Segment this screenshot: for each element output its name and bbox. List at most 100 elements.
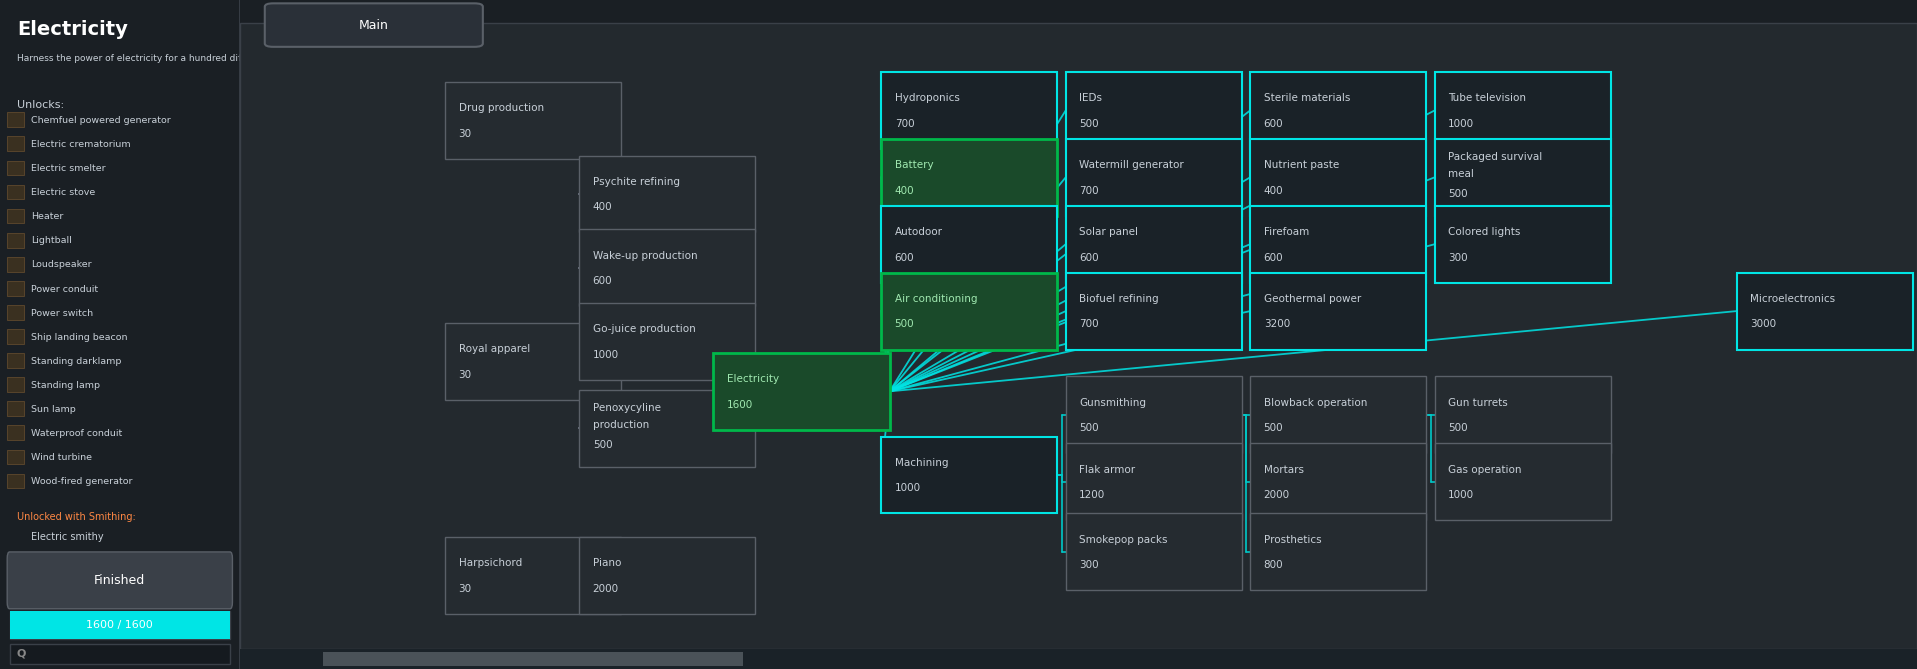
Text: Sun lamp: Sun lamp [31, 405, 77, 414]
FancyBboxPatch shape [1066, 72, 1242, 149]
Text: Unlocks:: Unlocks: [17, 100, 63, 110]
Text: Flak armor: Flak armor [1079, 465, 1135, 474]
Text: 3000: 3000 [1750, 320, 1777, 329]
Text: Wood-fired generator: Wood-fired generator [31, 477, 132, 486]
FancyBboxPatch shape [1250, 205, 1426, 282]
Text: Power switch: Power switch [31, 308, 94, 318]
Text: 500: 500 [1079, 423, 1098, 433]
FancyBboxPatch shape [8, 185, 25, 199]
FancyBboxPatch shape [240, 649, 1917, 669]
FancyBboxPatch shape [10, 611, 230, 639]
FancyBboxPatch shape [1066, 514, 1242, 590]
FancyBboxPatch shape [10, 611, 230, 639]
Text: Electric smithy: Electric smithy [31, 532, 104, 542]
Text: 2000: 2000 [1263, 490, 1290, 500]
Text: Penoxycyline: Penoxycyline [592, 403, 661, 413]
FancyBboxPatch shape [1434, 443, 1610, 520]
FancyBboxPatch shape [1066, 273, 1242, 349]
Text: Tube television: Tube television [1447, 94, 1526, 103]
FancyBboxPatch shape [8, 209, 25, 223]
Text: 500: 500 [1079, 119, 1098, 128]
Text: Finished: Finished [94, 573, 146, 587]
Text: Piano: Piano [592, 559, 621, 568]
Text: 700: 700 [895, 119, 914, 128]
Text: Hydroponics: Hydroponics [895, 94, 960, 103]
FancyBboxPatch shape [579, 302, 755, 380]
Text: Mortars: Mortars [1263, 465, 1304, 474]
Text: Power conduit: Power conduit [31, 284, 98, 294]
FancyBboxPatch shape [1434, 205, 1610, 282]
FancyBboxPatch shape [265, 3, 483, 47]
FancyBboxPatch shape [713, 353, 889, 430]
FancyBboxPatch shape [1066, 205, 1242, 282]
Text: Lightball: Lightball [31, 236, 73, 246]
FancyBboxPatch shape [579, 229, 755, 306]
Text: Prosthetics: Prosthetics [1263, 535, 1321, 545]
FancyBboxPatch shape [1250, 72, 1426, 149]
FancyBboxPatch shape [882, 437, 1058, 514]
Text: Harness the power of electricity for a hundred different tasks.: Harness the power of electricity for a h… [17, 54, 297, 62]
Text: 700: 700 [1079, 186, 1098, 195]
FancyBboxPatch shape [882, 72, 1058, 149]
Text: 700: 700 [1079, 320, 1098, 329]
Text: 400: 400 [895, 186, 914, 195]
Text: Microelectronics: Microelectronics [1750, 294, 1835, 304]
FancyBboxPatch shape [8, 377, 25, 392]
FancyBboxPatch shape [1250, 443, 1426, 520]
FancyBboxPatch shape [445, 537, 621, 614]
Text: 30: 30 [458, 370, 472, 379]
Text: 600: 600 [592, 276, 612, 286]
FancyBboxPatch shape [445, 82, 621, 159]
FancyBboxPatch shape [445, 322, 621, 399]
FancyBboxPatch shape [882, 205, 1058, 282]
FancyBboxPatch shape [8, 136, 25, 151]
Text: Watermill generator: Watermill generator [1079, 161, 1185, 170]
Text: IEDs: IEDs [1079, 94, 1102, 103]
Text: Drug production: Drug production [458, 104, 544, 113]
FancyBboxPatch shape [1737, 273, 1913, 349]
Text: Wind turbine: Wind turbine [31, 453, 92, 462]
Text: Standing lamp: Standing lamp [31, 381, 100, 390]
Text: 30: 30 [458, 129, 472, 138]
FancyBboxPatch shape [1250, 273, 1426, 349]
Text: Smokepop packs: Smokepop packs [1079, 535, 1167, 545]
Text: 600: 600 [1079, 253, 1098, 262]
FancyBboxPatch shape [882, 139, 1058, 215]
Text: 400: 400 [1263, 186, 1282, 195]
Text: Q: Q [17, 649, 27, 658]
FancyBboxPatch shape [1066, 376, 1242, 454]
FancyBboxPatch shape [1066, 443, 1242, 520]
Text: meal: meal [1447, 169, 1474, 179]
FancyBboxPatch shape [8, 281, 25, 296]
Text: 500: 500 [1447, 423, 1468, 433]
Text: Electric crematorium: Electric crematorium [31, 140, 130, 149]
Text: Wake-up production: Wake-up production [592, 251, 698, 260]
Text: 300: 300 [1447, 253, 1468, 262]
Text: Unlocked with Smithing:: Unlocked with Smithing: [17, 512, 136, 522]
Text: Gas operation: Gas operation [1447, 465, 1522, 474]
Text: 500: 500 [592, 440, 612, 450]
Text: Go-juice production: Go-juice production [592, 324, 696, 334]
Text: 1000: 1000 [1447, 119, 1474, 128]
FancyBboxPatch shape [8, 329, 25, 344]
FancyBboxPatch shape [579, 537, 755, 614]
Text: 1000: 1000 [895, 484, 920, 493]
FancyBboxPatch shape [8, 552, 232, 609]
FancyBboxPatch shape [8, 233, 25, 248]
Text: 1200: 1200 [1079, 490, 1106, 500]
FancyBboxPatch shape [1434, 376, 1610, 454]
FancyBboxPatch shape [8, 401, 25, 416]
Text: 2000: 2000 [592, 584, 619, 593]
Text: 300: 300 [1079, 561, 1098, 570]
Text: Battery: Battery [895, 161, 934, 170]
Text: 600: 600 [1263, 119, 1282, 128]
FancyBboxPatch shape [8, 474, 25, 488]
Text: Blowback operation: Blowback operation [1263, 398, 1367, 407]
FancyBboxPatch shape [8, 425, 25, 440]
Text: Electricity: Electricity [727, 375, 778, 384]
Text: 800: 800 [1263, 561, 1282, 570]
Text: Biofuel refining: Biofuel refining [1079, 294, 1158, 304]
Text: Psychite refining: Psychite refining [592, 177, 681, 187]
Text: 1600 / 1600: 1600 / 1600 [86, 620, 153, 630]
FancyBboxPatch shape [10, 644, 230, 664]
